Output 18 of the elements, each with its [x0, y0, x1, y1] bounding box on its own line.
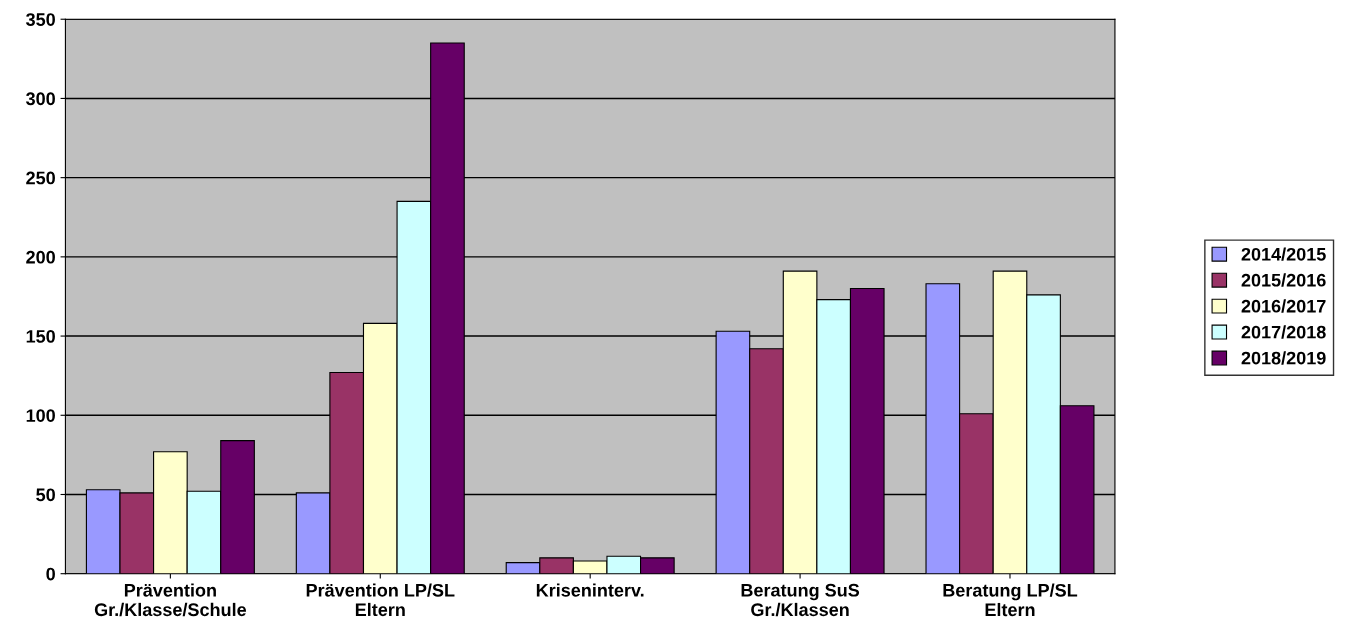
legend-label: 2015/2016 [1241, 273, 1326, 287]
y-tick-label: 150 [26, 330, 55, 343]
y-tick-label: 200 [26, 250, 55, 264]
legend-label: 2017/2018 [1241, 325, 1326, 339]
x-tick-label: Prävention LP/SL Eltern [306, 583, 455, 617]
x-tick-label: Beratung SuS Gr./Klassen [741, 583, 860, 617]
y-tick-label: 350 [25, 13, 55, 26]
y-tick-label: 0 [46, 567, 55, 581]
x-tick-label: Kriseninterv. [536, 583, 644, 597]
legend-label: 2014/2015 [1241, 247, 1326, 261]
legend-label: 2018/2019 [1241, 351, 1326, 365]
y-tick-label: 50 [36, 488, 55, 502]
y-tick-label: 100 [26, 409, 55, 422]
y-tick-label: 250 [26, 171, 55, 185]
x-tick-label: Beratung LP/SL Eltern [943, 583, 1078, 617]
legend-label: 2016/2017 [1241, 299, 1326, 313]
y-tick-label: 300 [25, 92, 55, 106]
x-tick-label: Prävention Gr./Klasse/Schule [94, 583, 247, 617]
